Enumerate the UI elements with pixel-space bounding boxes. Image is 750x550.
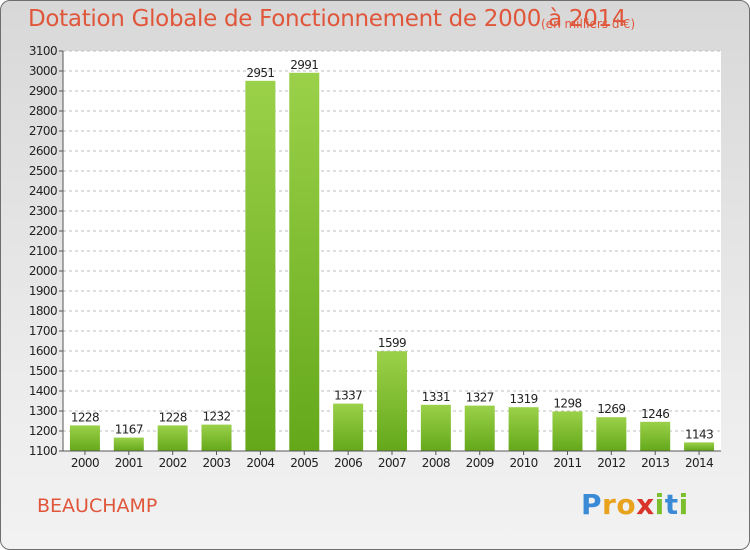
bar-value-label: 1228 (71, 410, 99, 424)
bar-value-label: 1269 (597, 402, 625, 416)
x-tick-label: 2013 (641, 456, 669, 470)
bar-value-label: 1167 (115, 423, 143, 437)
x-tick-label: 2008 (422, 456, 450, 470)
x-tick-label: 2003 (202, 456, 230, 470)
chart-subtitle: (en milliers d'€) (541, 17, 636, 31)
bar-value-label: 1599 (378, 336, 406, 350)
x-tick-label: 2004 (246, 456, 274, 470)
y-tick-label: 1800 (29, 304, 57, 318)
y-tick-label: 2700 (29, 124, 57, 138)
bar (157, 425, 188, 451)
y-tick-label: 3100 (29, 44, 57, 58)
x-tick-label: 2000 (71, 456, 99, 470)
bar (333, 403, 364, 451)
bar (508, 407, 539, 451)
x-tick-label: 2007 (378, 456, 406, 470)
logo-letter: t (664, 488, 679, 521)
y-tick-label: 1100 (29, 444, 57, 458)
bar (289, 72, 320, 452)
proxiti-logo: Proxiti (581, 488, 689, 521)
logo-letter: i (678, 488, 689, 521)
y-tick-label: 1400 (29, 384, 57, 398)
bar-value-label: 1327 (466, 391, 494, 405)
y-tick-label: 2100 (29, 244, 57, 258)
x-tick-label: 2005 (290, 456, 318, 470)
y-tick-label: 2600 (29, 144, 57, 158)
bar-value-label: 1319 (510, 392, 538, 406)
y-tick-label: 2400 (29, 184, 57, 198)
bar (113, 437, 144, 451)
bar (377, 351, 407, 451)
logo-letter: r (602, 488, 617, 521)
bar (420, 404, 451, 451)
bar (464, 405, 495, 451)
y-tick-label: 1200 (29, 424, 57, 438)
bar (596, 417, 627, 451)
x-tick-label: 2014 (685, 456, 713, 470)
y-tick-label: 2900 (29, 84, 57, 98)
bar-value-label: 1298 (553, 396, 581, 410)
x-tick-label: 2010 (510, 456, 538, 470)
logo-letter: o (616, 488, 637, 521)
bar-value-label: 1337 (334, 389, 362, 403)
logo-letter: P (581, 488, 603, 521)
y-tick-label: 2500 (29, 164, 57, 178)
y-tick-label: 1700 (29, 324, 57, 338)
bar (201, 424, 232, 451)
x-tick-label: 2002 (159, 456, 187, 470)
y-tick-label: 1300 (29, 404, 57, 418)
bar (69, 425, 100, 451)
commune-name: BEAUCHAMP (37, 495, 158, 517)
y-tick-label: 2000 (29, 264, 57, 278)
bar (552, 411, 583, 451)
bar-value-label: 1246 (641, 407, 669, 421)
y-tick-label: 1900 (29, 284, 57, 298)
y-tick-label: 2300 (29, 204, 57, 218)
bar-value-label: 1232 (202, 410, 230, 424)
y-tick-label: 1600 (29, 344, 57, 358)
bar-value-label: 2991 (290, 58, 318, 72)
y-tick-label: 3000 (29, 64, 57, 78)
y-tick-label: 2800 (29, 104, 57, 118)
y-tick-label: 1500 (29, 364, 57, 378)
x-tick-label: 2012 (597, 456, 625, 470)
x-tick-label: 2006 (334, 456, 362, 470)
bar-value-label: 1331 (422, 390, 450, 404)
bar (640, 421, 671, 451)
logo-letter: x (636, 488, 655, 521)
bar-value-label: 1143 (685, 427, 713, 441)
bar-value-label: 1228 (159, 410, 187, 424)
x-tick-label: 2009 (466, 456, 494, 470)
y-tick-label: 2200 (29, 224, 57, 238)
x-tick-label: 2011 (553, 456, 581, 470)
logo-letter: i (654, 488, 665, 521)
bar-value-label: 2951 (246, 66, 274, 80)
x-tick-label: 2001 (115, 456, 143, 470)
bar (684, 442, 715, 451)
bar (245, 80, 276, 452)
chart-title: Dotation Globale de Fonctionnement de 20… (28, 6, 627, 32)
